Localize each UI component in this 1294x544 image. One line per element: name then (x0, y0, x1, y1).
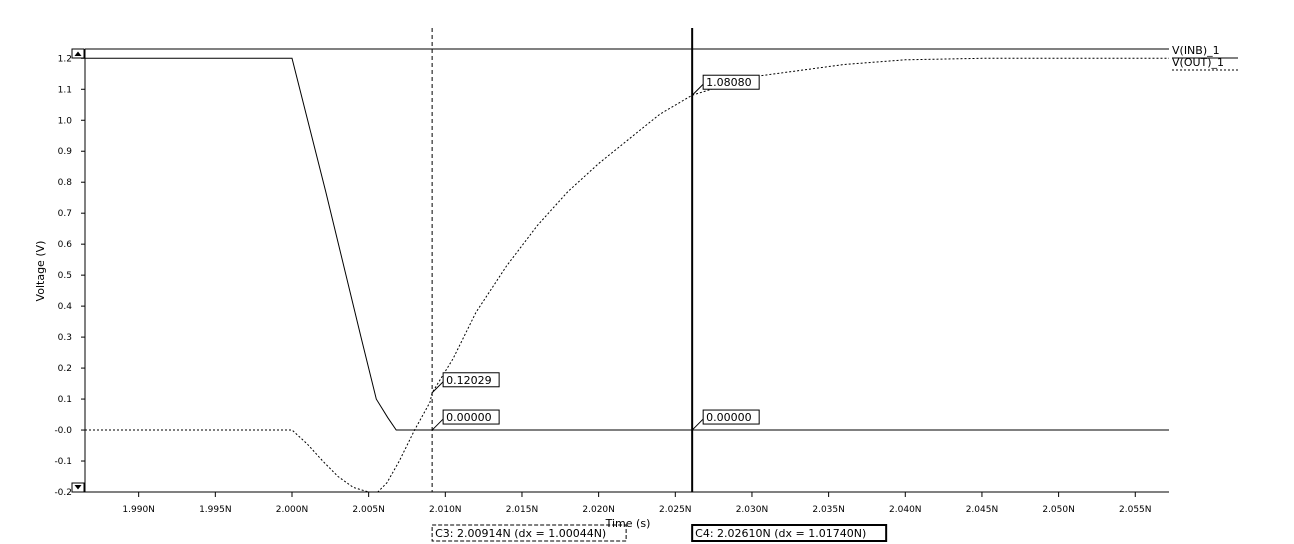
cursor-marker-box (442, 409, 500, 425)
x-tick-label: 2.035N (812, 505, 845, 515)
cursor-layer: 0.12029 0.00000 C3: 2.00914N (dx = 1.00044… (431, 28, 888, 542)
y-tick-label: -0.0 (54, 426, 72, 436)
cursor-marker-leader (691, 417, 705, 431)
x-tick-label: 2.005N (352, 505, 385, 515)
cursor-marker-value: 0.00000 (706, 411, 752, 424)
y-tick-label: -0.1 (54, 457, 72, 467)
x-tick-label: 1.990N (122, 505, 155, 515)
y-axis: 1.2 1.1 1.0 0.9 0.8 0.7 0.6 0.5 0.4 0.3 0.2 0.1 -0.0… (54, 54, 85, 498)
series-line-1 (85, 57, 1169, 493)
x-axis: 1.990N 1.995N 2.000N 2.005N 2.010N 2.015N 2.02… (122, 492, 1152, 515)
cursor-readout-label: C4: 2.02610N (dx = 1.01740N) (695, 527, 866, 540)
scroll-down-button[interactable] (71, 482, 85, 493)
legend: V(INB)_1V(OUT)_1 (1172, 44, 1238, 71)
x-tick-label: 1.995N (199, 505, 232, 515)
cursor-marker-box (702, 74, 760, 90)
cursor-readout-box (431, 524, 627, 542)
x-tick-label: 2.015N (506, 505, 539, 515)
x-tick-label: 2.040N (889, 505, 922, 515)
y-tick-label: 0.1 (58, 395, 72, 405)
cursor-marker-leader (431, 417, 445, 431)
y-tick-label: 0.9 (58, 147, 73, 157)
x-tick-label: 2.045N (966, 505, 999, 515)
y-tick-label: 1.2 (58, 54, 72, 64)
x-tick-label: 2.030N (736, 505, 769, 515)
x-tick-label: 2.050N (1042, 505, 1075, 515)
cursor-readout-box (691, 524, 888, 542)
x-tick-label: 2.010N (429, 505, 462, 515)
x-axis-label: Time (s) (605, 517, 651, 530)
x-tick-label: 2.025N (659, 505, 692, 515)
legend-entry-0: V(INB)_1 (1172, 44, 1220, 57)
y-tick-label: 1.1 (58, 85, 72, 95)
series-line-0 (85, 57, 1169, 431)
y-tick-label: 0.7 (58, 209, 72, 219)
legend-entry-1: V(OUT)_1 (1172, 56, 1224, 69)
y-tick-label: 0.5 (58, 271, 72, 281)
cursor-marker-leader (431, 380, 445, 394)
y-tick-label: -0.2 (54, 488, 72, 498)
y-axis-label: Voltage (V) (34, 241, 47, 302)
scroll-up-button[interactable] (71, 48, 85, 59)
cursor-readout-label: C3: 2.00914N (dx = 1.00044N) (435, 527, 606, 540)
cursor-marker-box (702, 409, 760, 425)
y-tick-label: 0.2 (58, 364, 72, 374)
cursor-marker-value: 0.00000 (446, 411, 492, 424)
y-tick-label: 0.4 (58, 302, 73, 312)
series-layer (85, 57, 1169, 493)
x-tick-label: 2.055N (1119, 505, 1152, 515)
x-tick-label: 2.020N (582, 505, 615, 515)
cursor-marker-box (442, 372, 500, 388)
cursor-marker-value: 0.12029 (446, 374, 492, 387)
cursor-marker-value: 1.08080 (706, 76, 752, 89)
plot-frame (84, 48, 1169, 493)
x-tick-label: 2.000N (276, 505, 309, 515)
cursor-marker-leader (691, 82, 705, 96)
y-tick-label: 0.6 (58, 240, 73, 250)
y-tick-label: 0.8 (58, 178, 73, 188)
y-tick-label: 0.3 (58, 333, 72, 343)
y-tick-label: 1.0 (58, 116, 73, 126)
